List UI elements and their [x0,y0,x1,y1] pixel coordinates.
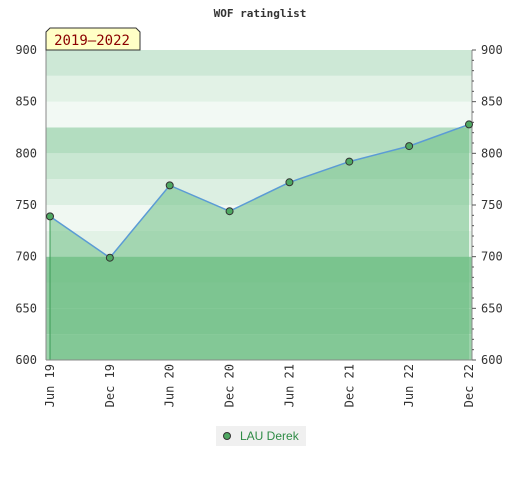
data-points [46,120,473,262]
y-tick-label-right: 750 [481,198,503,212]
chart-title: WOF ratinglist [214,7,307,20]
axes: 600 600 650 650 700 700 750 750 800 800 850 850 900 9… [15,43,502,407]
y-tick-label-left: 750 [15,198,37,212]
x-tick-label: Jun 20 [163,364,177,407]
x-tick-label: Dec 22 [462,364,476,407]
x-tick-label: Dec 19 [103,364,117,407]
x-tick-label: Dec 20 [223,364,237,407]
x-tick-label: Dec 21 [342,364,356,407]
y-tick-label-right: 600 [481,353,503,367]
data-point [225,207,234,216]
series-area [50,124,469,361]
y-tick-label-left: 700 [15,250,37,264]
legend: LAU Derek [216,426,306,446]
y-tick-label-left: 650 [15,301,37,315]
y-tick-label-left: 900 [15,43,37,57]
y-tick-label-right: 900 [481,43,503,57]
y-tick-label-left: 800 [15,146,37,160]
data-point [165,181,174,190]
data-point [345,157,354,166]
period-badge-text: 2019–2022 [54,33,130,49]
x-tick-label: Jun 19 [43,364,57,407]
legend-marker [223,432,231,440]
y-tick-label-right: 850 [481,95,503,109]
period-badge-shape [45,27,141,51]
data-point [465,120,473,129]
y-tick-label-left: 600 [15,353,37,367]
y-tick-label-right: 700 [481,250,503,264]
band-850 [46,75,472,102]
data-point [285,178,294,187]
y-tick-label-right: 650 [481,301,503,315]
area-layer [49,123,470,361]
series-line [49,123,470,259]
period-badge: 2019–2022 [45,27,141,51]
x-tick-label: Jun 22 [402,364,416,407]
y-tick-label-right: 800 [481,146,503,160]
y-tick-label-left: 850 [15,95,37,109]
band-825 [46,101,472,128]
x-tick-label: Jun 21 [282,364,296,407]
data-point [105,253,114,262]
data-point [405,142,414,151]
band-875 [46,50,472,76]
legend-label: LAU Derek [240,429,300,443]
data-point [46,212,54,221]
legend-box [216,426,306,446]
